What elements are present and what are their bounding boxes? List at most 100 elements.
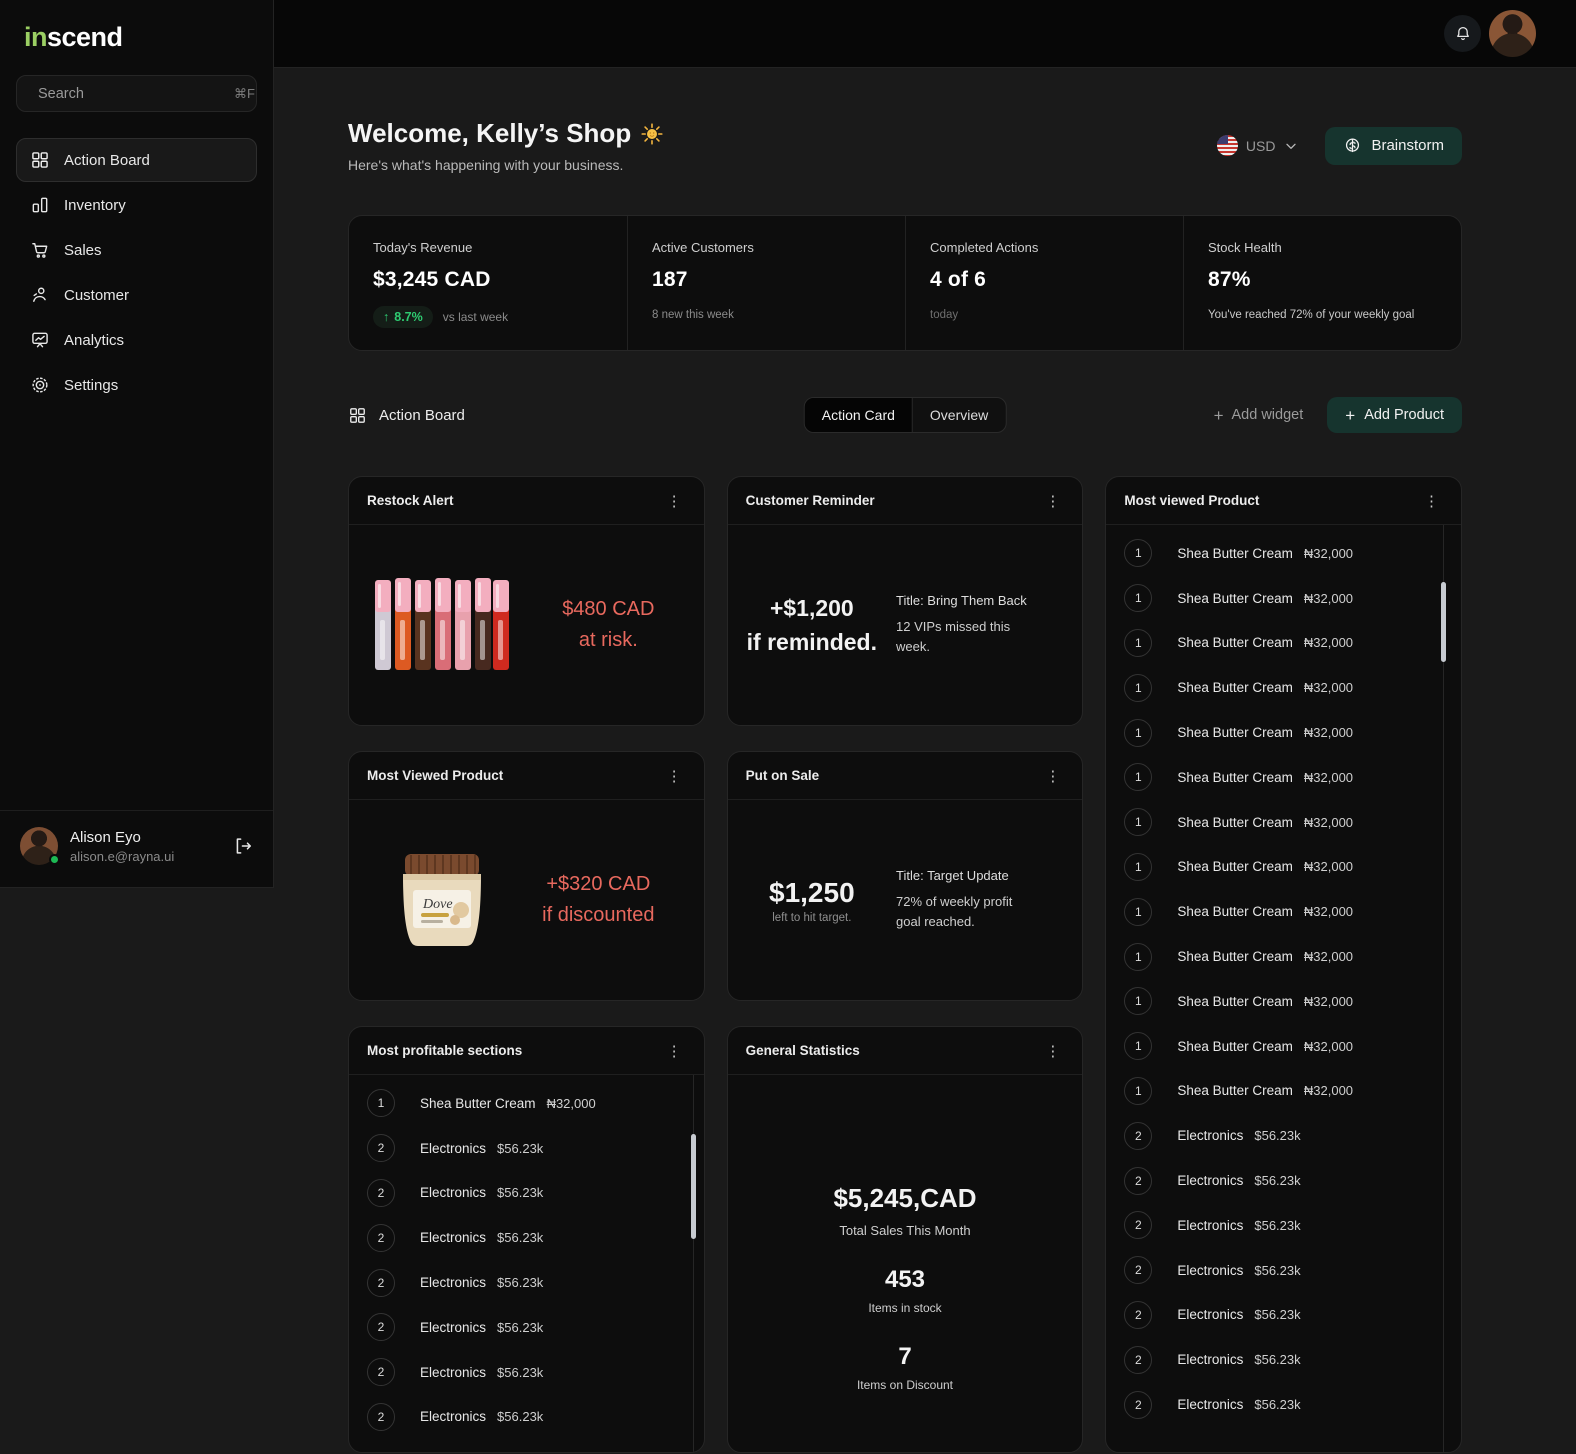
rank-badge: 1 [1124,628,1153,657]
kebab-menu-icon[interactable]: ⋮ [1045,767,1061,785]
search-field[interactable]: ⌘F [16,75,257,112]
kebab-menu-icon[interactable]: ⋮ [666,1042,682,1060]
kebab-menu-icon[interactable]: ⋮ [1045,1042,1061,1060]
currency-selector[interactable]: USD [1216,135,1300,156]
rank-badge: 2 [1124,1121,1153,1150]
product-price: $56.23k [497,1319,544,1335]
rank-badge: 1 [1124,852,1153,881]
sidebar-avatar[interactable] [20,827,60,865]
rank-badge: 1 [1124,1032,1153,1061]
product-price: $56.23k [497,1364,544,1380]
rank-badge: 1 [1124,673,1153,702]
bell-icon [1456,26,1469,40]
user-avatar[interactable] [1489,10,1536,57]
delta-badge: ↑ 8.7% [373,306,433,328]
product-price: $56.23k [1254,1352,1301,1368]
product-name: Electronics [1177,1262,1244,1278]
list-item: 2 Electronics $56.23k [1106,1203,1461,1248]
brainstorm-button[interactable]: Brainstorm [1325,126,1462,165]
logout-icon [236,838,252,854]
kebab-menu-icon[interactable]: ⋮ [1423,492,1439,510]
product-name: Electronics [1177,1217,1244,1233]
rank-badge: 1 [367,1089,395,1118]
product-name: Shea Butter Cream [1177,993,1293,1009]
sun-emoji [641,122,663,145]
logo-part-green: in [24,22,48,52]
card-put-on-sale: Put on Sale ⋮ $1,250 left to hit target.… [726,751,1084,1001]
sidebar-item-action-board[interactable]: Action Board [16,138,257,182]
grid-icon [350,407,365,423]
product-name: Shea Butter Cream [1177,590,1293,606]
sidebar-item-settings[interactable]: Settings [16,363,257,407]
product-price: ₦32,000 [1303,949,1354,965]
items-on-discount-value: 7 [898,1343,912,1370]
card-most-profitable: Most profitable sections ⋮ 1 Shea Butter… [348,1026,705,1453]
scrollbar-thumb[interactable] [690,1134,696,1239]
view-tabs: Action Card Overview [803,397,1007,433]
product-name: Electronics [420,1275,487,1291]
sidebar-nav: Action Board Inventory Sales [0,138,273,407]
product-price: ₦32,000 [1303,859,1354,875]
svg-text:Dove: Dove [422,897,453,912]
topbar [274,0,1576,68]
total-sales-label: Total Sales This Month [839,1223,971,1238]
notifications-button[interactable] [1444,15,1481,52]
rank-badge: 2 [1124,1256,1153,1285]
us-flag-icon [1216,135,1238,156]
brain-icon [1346,138,1360,153]
lip-gloss-product-image [375,578,509,670]
sidebar-item-inventory[interactable]: Inventory [16,183,257,227]
sale-target-amount: $1,250 left to hit target. [769,876,855,924]
product-price: $56.23k [497,1230,544,1246]
product-price: $56.23k [1254,1397,1301,1413]
tab-action-card[interactable]: Action Card [804,398,913,432]
kebab-menu-icon[interactable]: ⋮ [666,767,682,785]
list-item: 1 Shea Butter Cream ₦32,000 [349,1081,704,1126]
sale-target-info: Title: Target Update 72% of weekly profi… [896,867,1013,929]
product-price: $56.23k [1254,1128,1301,1144]
card-title: Customer Reminder [745,493,875,508]
app-logo: inscend [0,0,273,73]
logo-part-white: scend [47,22,123,52]
sidebar-item-label: Analytics [64,331,125,349]
product-name: Shea Butter Cream [1177,859,1293,875]
rank-badge: 1 [1124,897,1153,926]
sidebar-item-sales[interactable]: Sales [16,228,257,272]
sidebar-user-card: Alison Eyo alison.e@rayna.ui [0,810,273,887]
product-price: $56.23k [1254,1262,1301,1278]
rank-badge: 2 [1124,1211,1153,1240]
page-subtitle: Here's what's happening with your busine… [348,157,624,173]
dove-jar-product-image: Dove [403,854,481,947]
card-title: General Statistics [745,1043,860,1058]
product-price: ₦32,000 [546,1095,596,1111]
product-price: $56.23k [497,1185,544,1201]
product-price: $56.23k [1254,1173,1301,1189]
search-input[interactable] [38,85,225,102]
restock-risk-text: $480 CAD at risk. [562,598,655,651]
sidebar: inscend ⌘F Action Board Inventory [0,0,274,888]
product-price: ₦32,000 [1303,993,1354,1009]
product-name: Shea Butter Cream [1177,949,1293,965]
add-product-button[interactable]: + Add Product [1327,397,1462,433]
action-board-header: Action Board Action Card Overview + Add … [348,396,1462,434]
arrow-up-icon: ↑ [383,310,390,324]
card-customer-reminder: Customer Reminder ⋮ +$1,200 if reminded.… [726,476,1084,726]
items-in-stock-value: 453 [884,1266,926,1293]
main-content: Welcome, Kelly’s Shop Here's what's happ… [348,68,1462,1453]
sidebar-item-customer[interactable]: Customer [16,273,257,317]
bar-chart-icon [32,197,48,213]
product-name: Electronics [420,1185,487,1201]
kebab-menu-icon[interactable]: ⋮ [666,492,682,510]
analytics-board-icon [32,332,48,348]
tab-overview[interactable]: Overview [929,407,989,423]
sidebar-item-analytics[interactable]: Analytics [16,318,257,362]
scrollbar-thumb[interactable] [1440,582,1446,662]
list-item: 1 Shea Butter Cream ₦32,000 [1106,755,1461,800]
logout-button[interactable] [231,835,253,857]
kebab-menu-icon[interactable]: ⋮ [1045,492,1061,510]
list-item: 1 Shea Butter Cream ₦32,000 [1106,800,1461,845]
scrollbar-track [1442,525,1444,1452]
add-widget-button[interactable]: + Add widget [1213,405,1304,425]
list-item: 2 Electronics $56.23k [349,1171,704,1216]
